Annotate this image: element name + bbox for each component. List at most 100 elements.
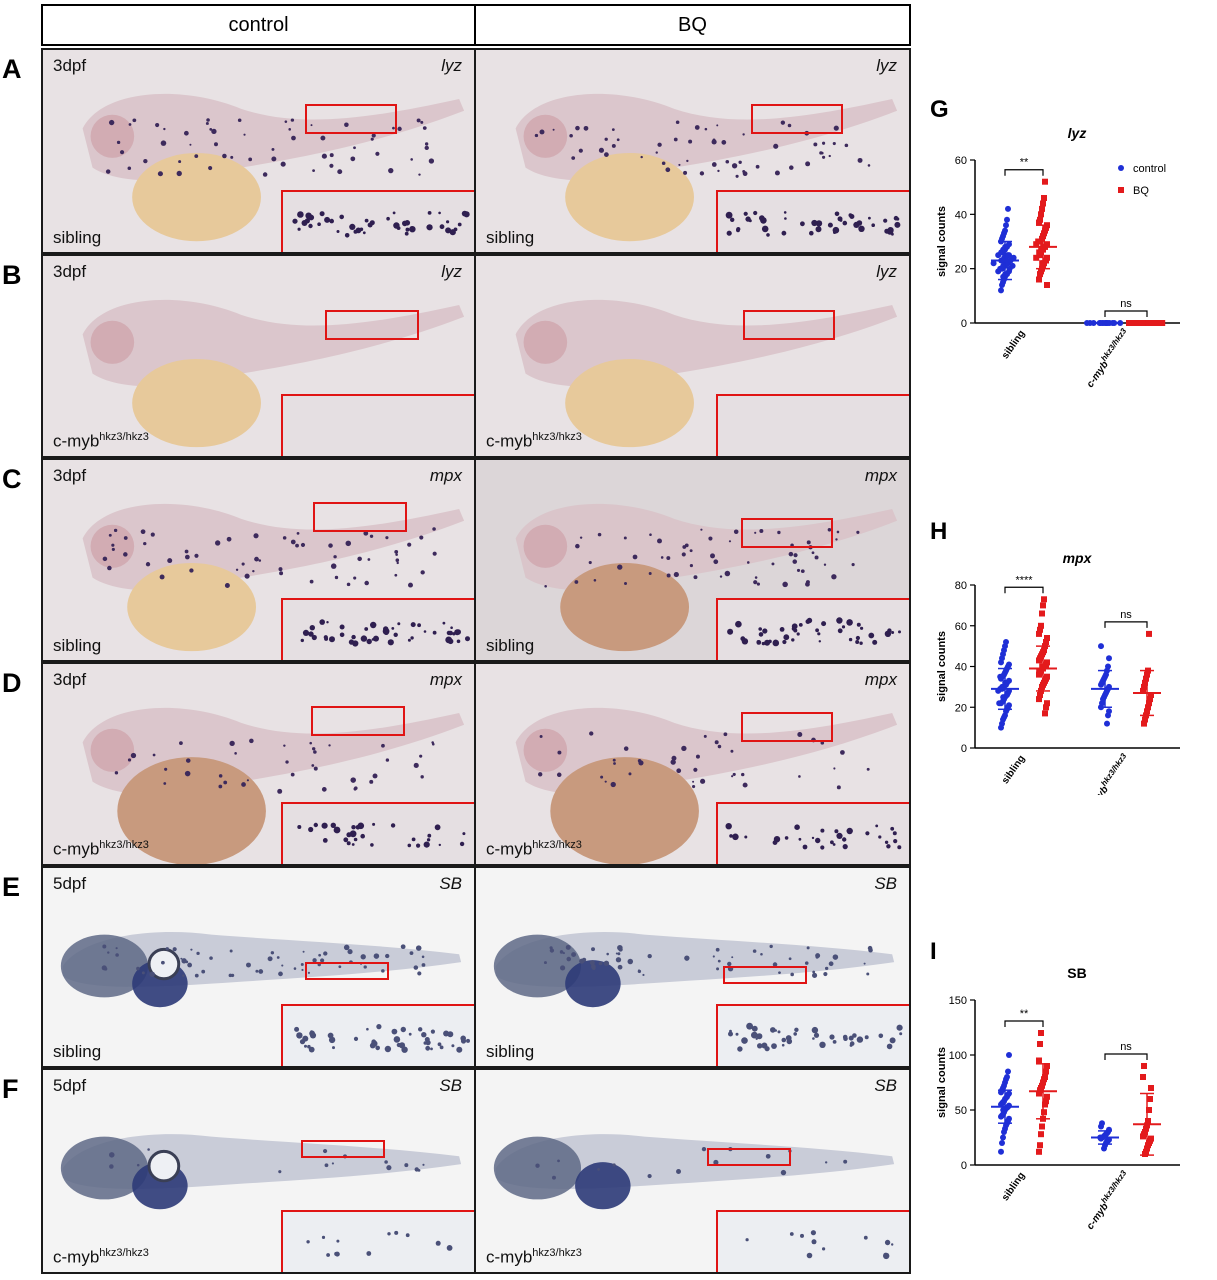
data-point-control [1005, 1068, 1011, 1075]
data-point-bq [1038, 1030, 1044, 1036]
data-point-bq [1141, 720, 1147, 727]
chart-h-mpx-scatter: mpx 0 20 40 60 80 signal counts sibling c-mybhkz… [936, 550, 1180, 795]
probe-label: lyz [441, 262, 462, 281]
data-point-bq [1043, 639, 1049, 645]
region-of-interest-box [301, 1140, 385, 1158]
significance-bracket [1104, 310, 1148, 317]
stage-label: 5dpf [53, 874, 87, 893]
micrograph-d-bq: mpx c-mybhkz3/hkz3 [474, 662, 911, 866]
data-point-bq [1041, 647, 1047, 654]
data-point-control [1106, 655, 1112, 662]
embryo-image [43, 1070, 474, 1272]
zoom-inset [716, 190, 909, 252]
data-point-bq [1044, 254, 1050, 261]
micrograph-b-control: 3dpf lyz c-mybhkz3/hkz3 [41, 254, 476, 458]
data-point-bq [1038, 211, 1044, 218]
data-point-bq [1033, 254, 1040, 261]
micrograph-a-control: 3dpf lyz sibling [41, 48, 476, 254]
panel-letter-i: I [930, 938, 937, 965]
significance-label: **** [1015, 574, 1033, 586]
significance-bracket [1104, 621, 1148, 628]
data-point-control [998, 287, 1004, 294]
embryo-image [43, 868, 474, 1066]
panel-letter-b: B [2, 260, 22, 290]
data-point-bq [1037, 692, 1043, 698]
data-point-control [1006, 1090, 1012, 1097]
zoom-inset [716, 1210, 909, 1272]
micrograph-a-bq: lyz sibling [474, 48, 911, 254]
data-point-control [1010, 254, 1017, 261]
data-point-bq [1147, 1096, 1153, 1102]
genotype-label: c-mybhkz3/hkz3 [486, 839, 582, 859]
data-point-bq [1037, 1041, 1043, 1047]
probe-label: lyz [876, 56, 897, 75]
y-axis-label: signal counts [936, 206, 948, 277]
data-point-control [999, 1140, 1005, 1146]
data-point-bq [1146, 700, 1152, 707]
data-point-bq [1039, 205, 1045, 212]
data-point-control [1006, 702, 1012, 709]
data-point-bq [1044, 659, 1050, 666]
data-point-control [1004, 1074, 1010, 1080]
column-header-control: control [41, 4, 476, 46]
data-point-bq [1036, 1148, 1042, 1155]
probe-label: mpx [429, 466, 462, 485]
region-of-interest-box [313, 502, 407, 532]
legend-label-bq: BQ [1133, 185, 1149, 197]
y-tick-label: 100 [949, 1050, 967, 1062]
genotype-label: c-mybhkz3/hkz3 [53, 839, 149, 859]
panel-letter-a: A [2, 54, 22, 84]
data-point-bq [1143, 1125, 1149, 1132]
panel-letter-d: D [2, 668, 22, 698]
micrograph-e-bq: SB sibling [474, 866, 911, 1068]
panel-letter-e: E [2, 872, 21, 902]
x-tick-label: c-mybhkz3/hkz3 [1082, 1168, 1132, 1232]
data-point-control [1006, 1052, 1012, 1058]
data-point-bq [1044, 1063, 1050, 1069]
region-of-interest-box [311, 706, 405, 736]
y-tick-label: 150 [949, 995, 967, 1007]
data-point-bq [1042, 710, 1048, 717]
data-point-control [1002, 227, 1008, 234]
data-point-bq [1146, 1107, 1152, 1113]
data-point-bq [1039, 663, 1046, 670]
data-point-control [1003, 222, 1009, 229]
embryo-image [476, 868, 909, 1066]
chart-g-lyz-scatter: lyz 0 20 40 60 signal counts sibling c-mybhkz3/… [936, 125, 1180, 390]
column-header-bq: BQ [474, 4, 911, 46]
data-point-control [1005, 205, 1011, 212]
panel-letter-c: C [2, 464, 22, 494]
data-point-bq [1126, 320, 1132, 326]
data-point-bq [1041, 1109, 1047, 1116]
legend-marker-bq [1118, 187, 1124, 193]
significance-label: ** [1020, 157, 1029, 169]
significance-label: ns [1120, 609, 1132, 621]
region-of-interest-box [741, 712, 833, 742]
data-point-control [1106, 1126, 1112, 1133]
genotype-label: sibling [486, 228, 535, 247]
legend-marker-control [1118, 165, 1124, 171]
data-point-control [1000, 1134, 1006, 1141]
data-point-bq [1044, 635, 1050, 641]
legend-label-control: control [1133, 163, 1166, 175]
data-point-bq [1140, 687, 1146, 694]
data-point-bq [1036, 667, 1043, 674]
data-point-control [1099, 1120, 1105, 1127]
significance-bracket [1004, 169, 1044, 176]
y-tick-label: 40 [955, 209, 967, 221]
data-point-bq [1040, 602, 1046, 609]
region-of-interest-box [741, 518, 833, 548]
data-point-control [998, 1148, 1004, 1155]
genotype-label: c-mybhkz3/hkz3 [486, 431, 582, 451]
data-point-bq [1044, 673, 1050, 680]
data-point-bq [1148, 1085, 1154, 1091]
data-point-bq [1044, 700, 1050, 707]
chart-title: SB [1067, 965, 1086, 981]
data-point-control [1006, 677, 1012, 684]
x-tick-label: sibling [1000, 328, 1027, 361]
region-of-interest-box [305, 104, 397, 134]
genotype-label: sibling [486, 636, 535, 655]
y-tick-label: 60 [955, 621, 967, 633]
data-point-control [1006, 241, 1012, 248]
significance-bracket [1104, 1053, 1148, 1060]
